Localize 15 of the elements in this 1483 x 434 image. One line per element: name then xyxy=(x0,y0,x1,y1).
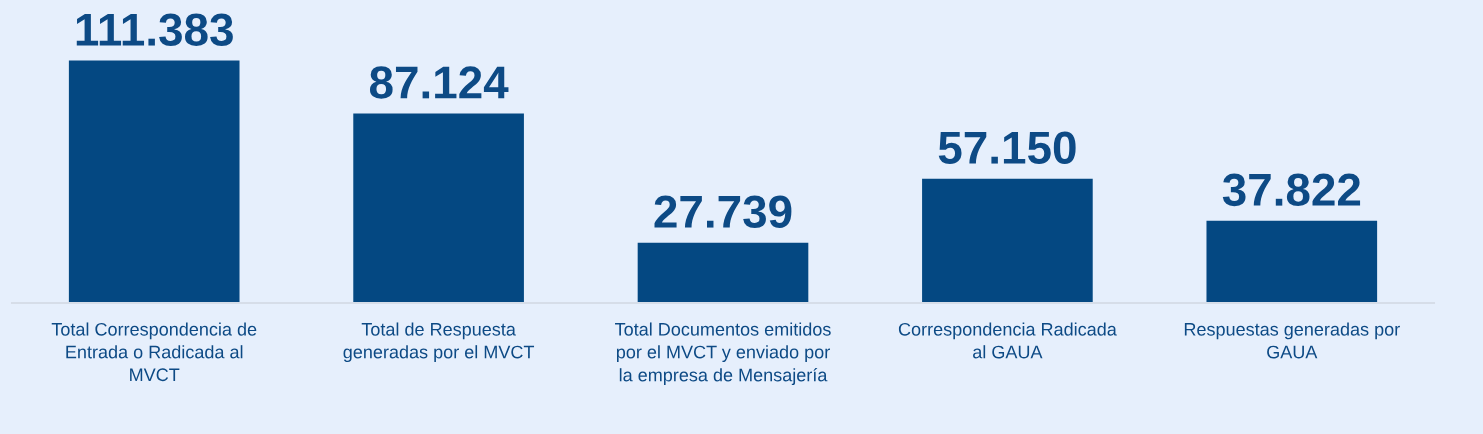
data-label: 57.150 xyxy=(938,131,1076,165)
x-tick-label: Total Correspondencia de Entrada o Radicada al MVCT xyxy=(51,322,257,382)
x-tick-label: Respuestas generadas por GAUA xyxy=(1184,322,1400,359)
bar xyxy=(1206,220,1378,303)
x-tick-label: Total Documentos emitidos por el MVCT y enviado por la empresa de Mensajería xyxy=(615,322,831,386)
data-label: 87.124 xyxy=(369,66,509,99)
data-label: 37.822 xyxy=(1222,173,1361,207)
x-tick-label: Total de Respuesta generadas por el MVCT xyxy=(343,322,535,362)
bar xyxy=(922,178,1093,303)
data-label: 111.383 xyxy=(76,13,233,47)
bar xyxy=(68,60,240,303)
x-tick-label: Correspondencia Radicada al GAUA xyxy=(898,322,1117,359)
bar xyxy=(637,242,809,303)
data-label: 27.739 xyxy=(654,195,792,229)
bar xyxy=(353,113,524,303)
